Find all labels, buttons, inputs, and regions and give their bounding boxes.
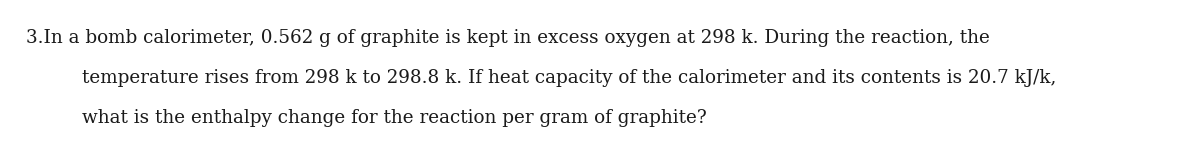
Text: what is the enthalpy change for the reaction per gram of graphite?: what is the enthalpy change for the reac… [82, 109, 707, 127]
Text: temperature rises from 298 k to 298.8 k. If heat capacity of the calorimeter and: temperature rises from 298 k to 298.8 k.… [82, 69, 1056, 87]
Text: 3.In a bomb calorimeter, 0.562 g of graphite is kept in excess oxygen at 298 k. : 3.In a bomb calorimeter, 0.562 g of grap… [26, 29, 990, 47]
